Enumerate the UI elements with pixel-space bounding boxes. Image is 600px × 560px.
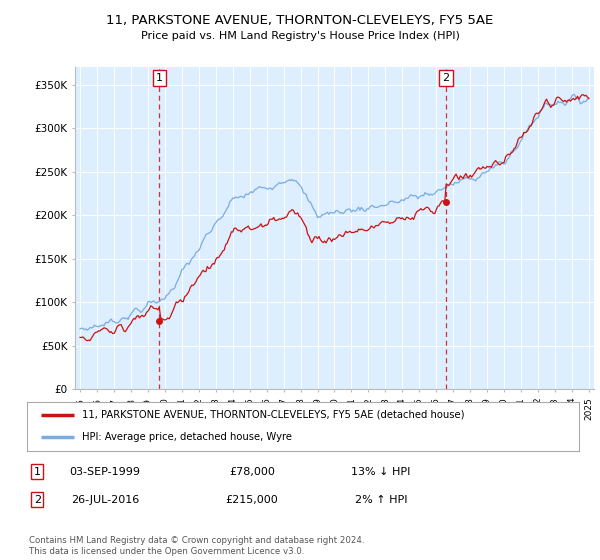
Text: 26-JUL-2016: 26-JUL-2016 bbox=[71, 494, 139, 505]
Text: Contains HM Land Registry data © Crown copyright and database right 2024.
This d: Contains HM Land Registry data © Crown c… bbox=[29, 536, 364, 556]
Text: 11, PARKSTONE AVENUE, THORNTON-CLEVELEYS, FY5 5AE: 11, PARKSTONE AVENUE, THORNTON-CLEVELEYS… bbox=[106, 14, 494, 27]
Text: 2: 2 bbox=[34, 494, 41, 505]
Text: 2% ↑ HPI: 2% ↑ HPI bbox=[355, 494, 407, 505]
Text: 2: 2 bbox=[442, 73, 449, 83]
Text: 13% ↓ HPI: 13% ↓ HPI bbox=[352, 466, 410, 477]
Text: 1: 1 bbox=[34, 466, 41, 477]
Text: 1: 1 bbox=[156, 73, 163, 83]
Text: £215,000: £215,000 bbox=[226, 494, 278, 505]
Text: Price paid vs. HM Land Registry's House Price Index (HPI): Price paid vs. HM Land Registry's House … bbox=[140, 31, 460, 41]
Text: 11, PARKSTONE AVENUE, THORNTON-CLEVELEYS, FY5 5AE (detached house): 11, PARKSTONE AVENUE, THORNTON-CLEVELEYS… bbox=[82, 410, 465, 420]
Text: £78,000: £78,000 bbox=[229, 466, 275, 477]
Text: HPI: Average price, detached house, Wyre: HPI: Average price, detached house, Wyre bbox=[82, 432, 292, 442]
Text: 03-SEP-1999: 03-SEP-1999 bbox=[70, 466, 140, 477]
